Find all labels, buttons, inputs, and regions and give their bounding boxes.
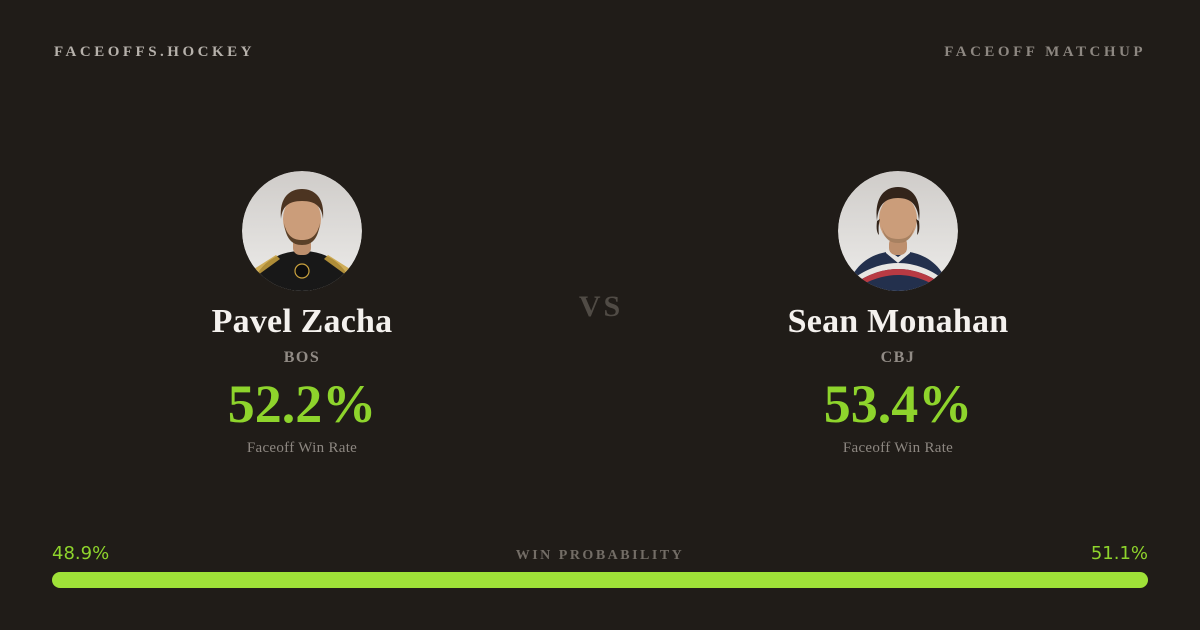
win-probability-segment-right (587, 572, 1148, 588)
faceoff-win-rate-value: 53.4% (823, 373, 973, 434)
player-team: CBJ (880, 348, 916, 366)
faceoff-win-rate-value: 52.2% (227, 373, 377, 434)
win-probability-segment-left (52, 572, 588, 588)
player-headshot-icon (242, 171, 362, 291)
player-team: BOS (283, 348, 321, 366)
faceoff-win-rate-label: Faceoff Win Rate (842, 439, 954, 456)
win-probability-labels: 48.9% WIN PROBABILITY 51.1% (52, 543, 1148, 564)
player-card-left: Pavel Zacha BOS 52.2% Faceoff Win Rate (82, 171, 522, 457)
player-headshot-icon (838, 171, 958, 291)
win-probability-bar (52, 572, 1148, 588)
player-avatar (838, 171, 958, 291)
vs-label: VS (578, 290, 624, 323)
player-card-right: Sean Monahan CBJ 53.4% Faceoff Win Rate (678, 171, 1118, 457)
faceoff-win-rate-label: Faceoff Win Rate (246, 439, 358, 456)
win-probability-left-value: 48.9% (52, 543, 110, 564)
win-probability-title: WIN PROBABILITY (515, 548, 685, 563)
win-probability-right-value: 51.1% (1090, 543, 1148, 564)
page-title: FACEOFF MATCHUP (944, 44, 1146, 60)
player-name: Pavel Zacha (211, 303, 393, 340)
player-name: Sean Monahan (787, 303, 1009, 340)
brand-logo-text: FACEOFFS.HOCKEY (54, 44, 255, 60)
player-avatar (242, 171, 362, 291)
header: FACEOFFS.HOCKEY FACEOFF MATCHUP (54, 44, 1146, 61)
